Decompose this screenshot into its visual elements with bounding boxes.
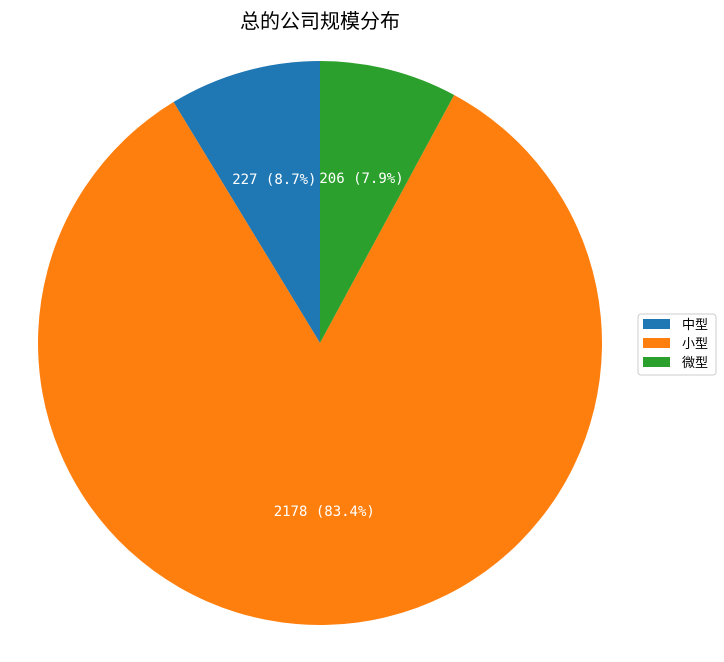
- legend-entry-micro: 微型: [643, 356, 708, 371]
- legend-entry-medium: 中型: [643, 318, 708, 333]
- legend: 中型 小型 微型: [637, 313, 717, 376]
- chart-title: 总的公司规模分布: [240, 9, 400, 33]
- legend-entry-small: 小型: [643, 337, 708, 352]
- pie-slice-micro: [320, 61, 455, 343]
- pie-slice-small: [38, 94, 602, 625]
- pie-slice-label-small: 2178 (83.4%): [274, 504, 375, 520]
- legend-label-micro: 微型: [682, 356, 708, 371]
- pie-slice-label-medium: 227 (8.7%): [232, 172, 316, 188]
- legend-swatch-small: [643, 338, 670, 348]
- legend-swatch-medium: [643, 319, 670, 329]
- pie-slice-medium: [173, 61, 320, 343]
- legend-swatch-micro: [643, 357, 670, 367]
- legend-label-small: 小型: [682, 337, 708, 352]
- pie-slice-label-micro: 206 (7.9%): [319, 171, 403, 187]
- legend-label-medium: 中型: [682, 318, 708, 333]
- pie-slice-labels: 227 (8.7%) 2178 (83.4%) 206 (7.9%): [232, 171, 403, 520]
- pie-slices: [38, 61, 602, 625]
